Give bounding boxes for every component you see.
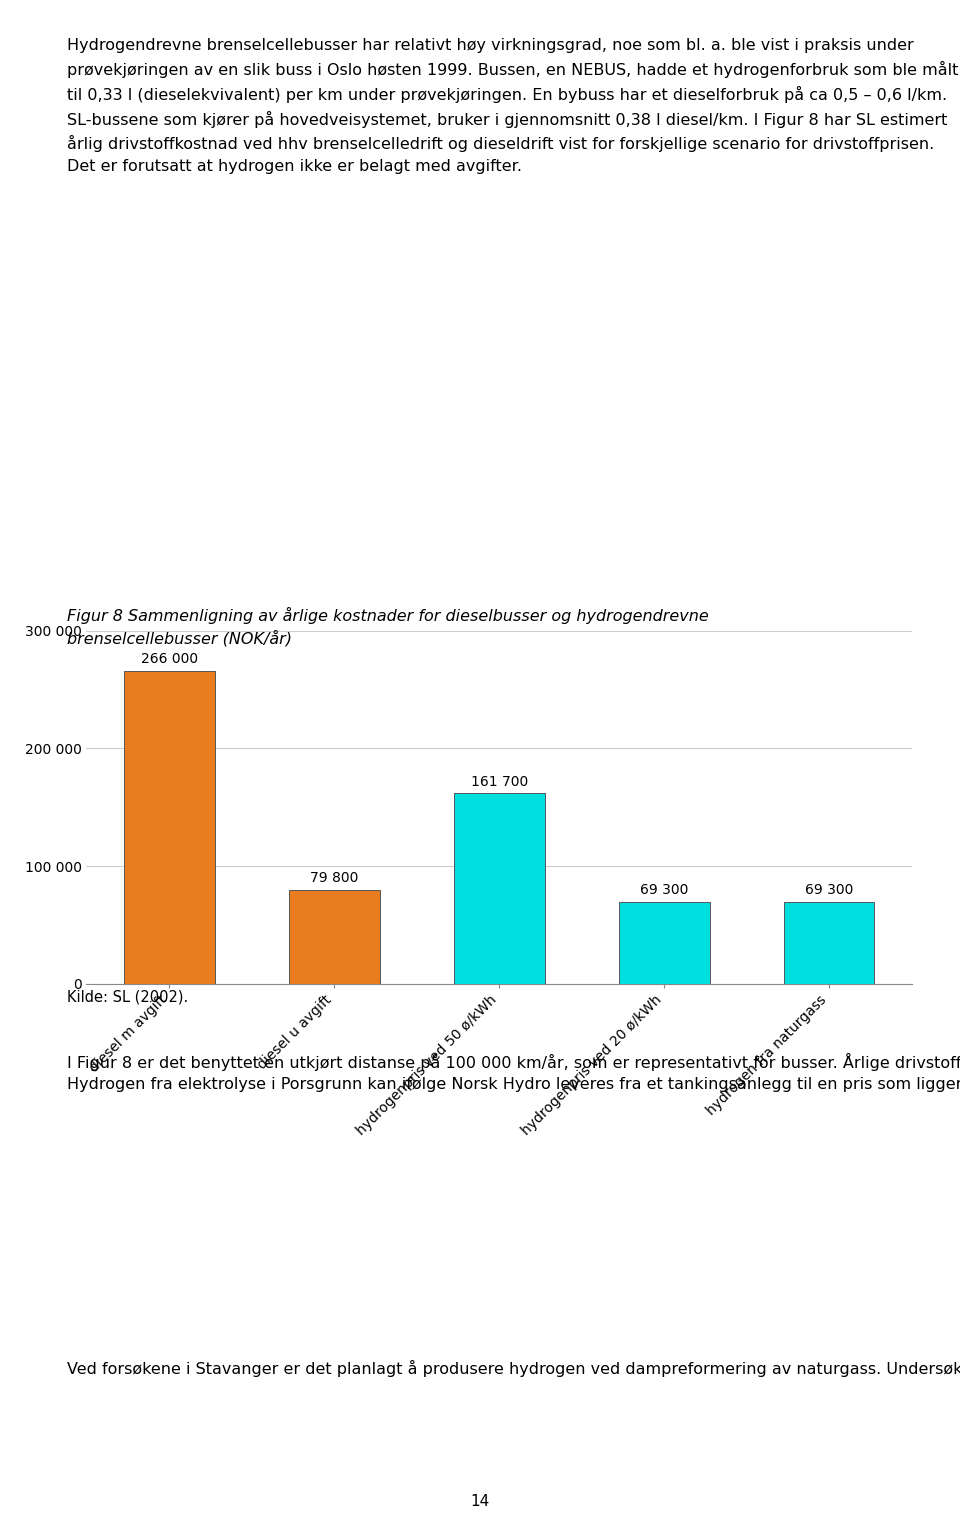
Text: 266 000: 266 000 <box>141 652 198 666</box>
Text: 69 300: 69 300 <box>804 884 853 898</box>
Text: I Figur 8 er det benyttet en utkjørt distanse på 100 000 km/år, som er represent: I Figur 8 er det benyttet en utkjørt dis… <box>67 1053 960 1093</box>
Bar <box>619 902 709 984</box>
Text: 14: 14 <box>470 1494 490 1509</box>
Bar <box>289 890 379 984</box>
Text: Figur 8 Sammenligning av årlige kostnader for dieselbusser og hydrogendrevne
bre: Figur 8 Sammenligning av årlige kostnade… <box>67 607 708 646</box>
Text: 69 300: 69 300 <box>640 884 688 898</box>
Text: Ved forsøkene i Stavanger er det planlagt å produsere hydrogen ved dampreformeri: Ved forsøkene i Stavanger er det planlag… <box>67 1360 960 1377</box>
Bar <box>783 902 875 984</box>
Text: 161 700: 161 700 <box>470 775 528 788</box>
Text: Kilde: SL (2002).: Kilde: SL (2002). <box>67 990 188 1005</box>
Bar <box>454 793 544 984</box>
Text: 79 800: 79 800 <box>310 871 358 885</box>
Bar <box>124 670 215 984</box>
Text: Hydrogendrevne brenselcellebusser har relativt høy virkningsgrad, noe som bl. a.: Hydrogendrevne brenselcellebusser har re… <box>67 38 959 174</box>
